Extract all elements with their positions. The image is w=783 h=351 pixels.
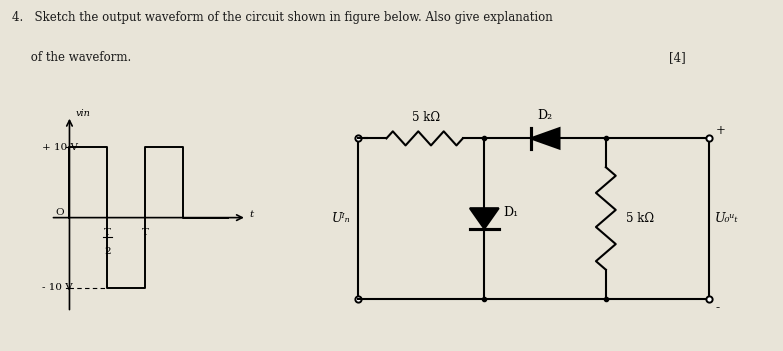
Text: + 10 V: + 10 V <box>41 143 78 152</box>
Text: - 10 V: - 10 V <box>41 283 72 292</box>
Text: 2: 2 <box>104 247 110 256</box>
Text: 5 kΩ: 5 kΩ <box>626 212 655 225</box>
Text: -: - <box>715 301 720 314</box>
Text: [4]: [4] <box>669 51 686 64</box>
Polygon shape <box>531 128 560 148</box>
Text: O: O <box>56 207 64 217</box>
Text: D₁: D₁ <box>503 206 518 219</box>
Text: U₀ᵘₜ: U₀ᵘₜ <box>715 212 738 225</box>
Text: T: T <box>142 228 149 237</box>
Text: D₂: D₂ <box>537 110 553 122</box>
Text: vin: vin <box>75 109 90 118</box>
Text: 4.   Sketch the output waveform of the circuit shown in figure below. Also give : 4. Sketch the output waveform of the cir… <box>12 11 553 24</box>
Text: of the waveform.: of the waveform. <box>12 51 131 64</box>
Text: Uᴵₙ: Uᴵₙ <box>331 212 350 225</box>
Text: t: t <box>249 210 253 219</box>
Text: 5 kΩ: 5 kΩ <box>412 111 440 124</box>
Text: T: T <box>103 228 110 237</box>
Text: +: + <box>715 124 725 137</box>
Polygon shape <box>470 208 499 229</box>
